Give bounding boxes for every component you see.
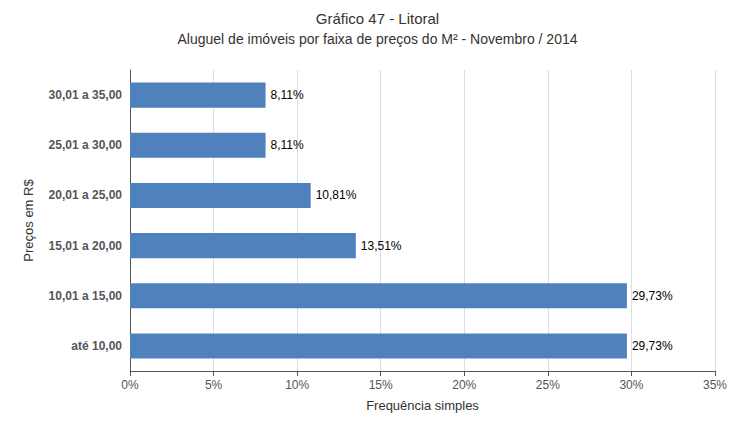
svg-text:até 10,00: até 10,00	[71, 339, 122, 353]
svg-text:35%: 35%	[703, 378, 727, 392]
svg-text:10,81%: 10,81%	[316, 188, 357, 202]
svg-text:Gráfico 47 - Litoral: Gráfico 47 - Litoral	[316, 10, 439, 27]
svg-text:30%: 30%	[619, 378, 643, 392]
svg-text:29,73%: 29,73%	[632, 339, 673, 353]
svg-text:25,01 a 30,00: 25,01 a 30,00	[49, 138, 123, 152]
svg-text:8,11%: 8,11%	[271, 138, 304, 152]
svg-text:13,51%: 13,51%	[361, 239, 402, 253]
svg-text:Frequência simples: Frequência simples	[366, 398, 479, 413]
svg-text:5%: 5%	[205, 378, 223, 392]
svg-text:Aluguel de imóveis por faixa d: Aluguel de imóveis por faixa de preços d…	[178, 31, 578, 47]
svg-text:10%: 10%	[285, 378, 309, 392]
svg-text:25%: 25%	[536, 378, 560, 392]
svg-text:20%: 20%	[452, 378, 476, 392]
svg-text:20,01 a 25,00: 20,01 a 25,00	[49, 188, 123, 202]
svg-text:15%: 15%	[369, 378, 393, 392]
svg-text:Preços em R$: Preços em R$	[21, 179, 36, 262]
svg-text:10,01 a 15,00: 10,01 a 15,00	[49, 289, 123, 303]
svg-text:15,01 a 20,00: 15,01 a 20,00	[49, 239, 123, 253]
svg-text:8,11%: 8,11%	[271, 88, 304, 102]
svg-text:29,73%: 29,73%	[632, 289, 673, 303]
svg-text:0%: 0%	[121, 378, 139, 392]
svg-text:30,01 a 35,00: 30,01 a 35,00	[49, 88, 123, 102]
